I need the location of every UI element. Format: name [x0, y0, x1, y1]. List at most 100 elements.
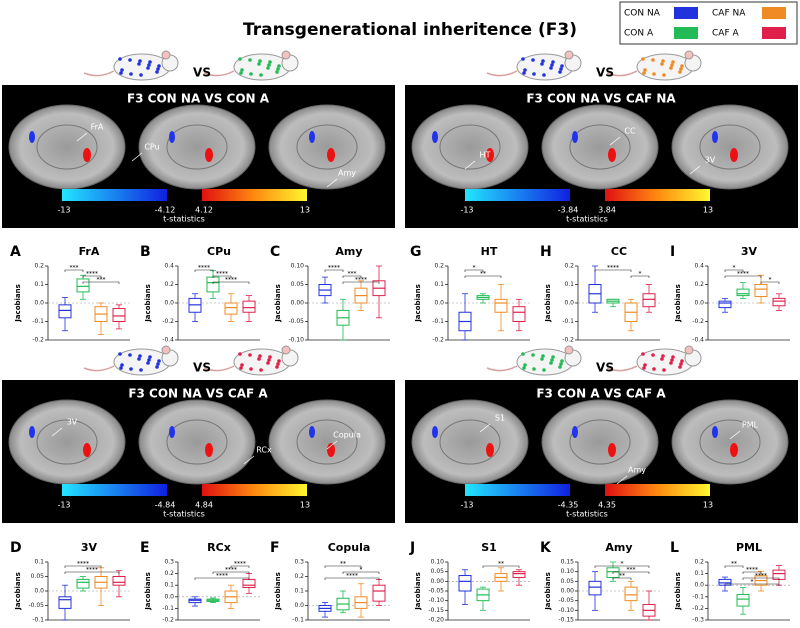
y-tick-label: -0.10: [428, 597, 444, 604]
mouse-spot: [540, 62, 544, 66]
sig-bracket: [630, 275, 650, 278]
sig-stars: ****: [737, 271, 749, 278]
mouse-spot: [558, 365, 562, 369]
mouse-spot: [549, 361, 553, 365]
brain-slice: [541, 399, 659, 485]
mouse-spot: [266, 361, 270, 365]
y-tick-label: 0.1: [34, 559, 44, 566]
mouse-spot: [669, 66, 673, 70]
mouse-spot: [662, 73, 666, 77]
brain-inner: [166, 419, 228, 465]
legend-swatch: [674, 7, 698, 19]
mouse-spot: [541, 59, 545, 63]
mouse-spot: [238, 352, 242, 356]
y-tick-label: -0.3: [692, 617, 704, 624]
colorbar-tick: 4.12: [195, 206, 213, 215]
mouse-ear: [564, 345, 574, 355]
sig-stars: ***: [348, 271, 357, 278]
y-axis-label: Jacobians: [274, 572, 282, 611]
mouse-spot: [156, 362, 160, 366]
box: [76, 578, 90, 589]
mouse-spot: [551, 355, 555, 359]
colorbar-tick: 4.84: [195, 501, 213, 510]
sig-bracket: [464, 275, 502, 278]
brain-slice: [138, 399, 256, 485]
legend-swatch: [762, 27, 786, 39]
sig-bracket: [82, 275, 102, 278]
region-label: PML: [742, 421, 759, 430]
mouse-spot: [120, 68, 124, 72]
brain-slice: [541, 104, 659, 190]
box: [772, 297, 786, 307]
sig-stars: **: [340, 561, 346, 568]
region-label: RCx: [256, 446, 272, 455]
region-pointer: [689, 165, 701, 175]
sig-stars: ****: [607, 265, 619, 272]
y-tick-label: 0.15: [561, 559, 575, 566]
y-tick-label: 0.00: [431, 578, 445, 585]
mouse-spot: [257, 357, 261, 361]
mouse-spot: [129, 72, 133, 76]
brain-inner: [439, 419, 501, 465]
mouse-spot: [523, 363, 527, 367]
blob-blue: [572, 131, 578, 143]
mouse-spot: [277, 64, 281, 68]
box: [206, 276, 220, 293]
mouse-spot: [642, 71, 646, 75]
sig-bracket: [82, 281, 120, 284]
mouse-spot: [549, 66, 553, 70]
brain-inner: [296, 419, 358, 465]
mouse-spot: [559, 67, 563, 71]
mouse-spot: [679, 67, 683, 71]
y-axis-label: Jacobians: [274, 284, 282, 323]
mouse-spot: [652, 367, 656, 371]
region-pointer: [51, 427, 63, 437]
blob-blue: [572, 426, 578, 438]
y-tick-label: 0.2: [564, 263, 574, 270]
sig-stars: **: [731, 561, 737, 568]
colorbar-tick: 13: [300, 206, 310, 215]
brain-inner: [569, 124, 631, 170]
sig-stars: **: [498, 561, 504, 568]
brain-inner: [569, 419, 631, 465]
y-tick-label: -0.15: [428, 607, 444, 614]
y-tick-label: -0.2: [162, 617, 174, 624]
blob-red: [730, 443, 738, 457]
mouse-spot: [541, 354, 545, 358]
y-tick-label: -0.10: [558, 607, 574, 614]
panel-letter: E: [140, 540, 150, 556]
mouse-spot: [257, 62, 261, 66]
y-tick-label: -0.1: [32, 318, 44, 325]
y-tick-label: 0.05: [561, 578, 575, 585]
mouse-spot: [249, 367, 253, 371]
brain-inner: [699, 419, 761, 465]
y-tick-label: 0.05: [431, 568, 445, 575]
panel-letter: C: [270, 244, 280, 260]
y-axis-label: Jacobians: [414, 572, 422, 611]
mouse-spot: [118, 352, 122, 356]
y-tick-label: 0.10: [431, 559, 445, 566]
brain-inner: [36, 419, 98, 465]
box: [242, 300, 256, 313]
legend-swatch: [762, 7, 786, 19]
brain-inner: [699, 124, 761, 170]
y-tick-label: 0.1: [294, 588, 304, 595]
mouse-spot: [138, 354, 142, 358]
mouse-spot: [118, 57, 122, 61]
panel-header: F3 CON NA VS CAF A: [128, 387, 268, 401]
mouse-spot: [532, 72, 536, 76]
mouse-spot: [148, 60, 152, 64]
colorbar-tick: -13: [57, 501, 70, 510]
sig-bracket: [742, 571, 762, 574]
y-tick-label: -0.4: [692, 337, 704, 344]
colorbar-label: t-statistics: [566, 215, 608, 224]
sig-bracket: [324, 577, 380, 580]
region-pointer: [729, 430, 741, 440]
y-tick-label: 0.0: [294, 602, 304, 609]
sig-bracket: [724, 275, 762, 278]
sig-bracket: [64, 269, 84, 272]
y-tick-label: -0.1: [292, 617, 304, 624]
plot-title: PML: [736, 541, 762, 554]
sig-bracket: [342, 275, 362, 278]
y-tick-label: -0.1: [432, 318, 444, 325]
